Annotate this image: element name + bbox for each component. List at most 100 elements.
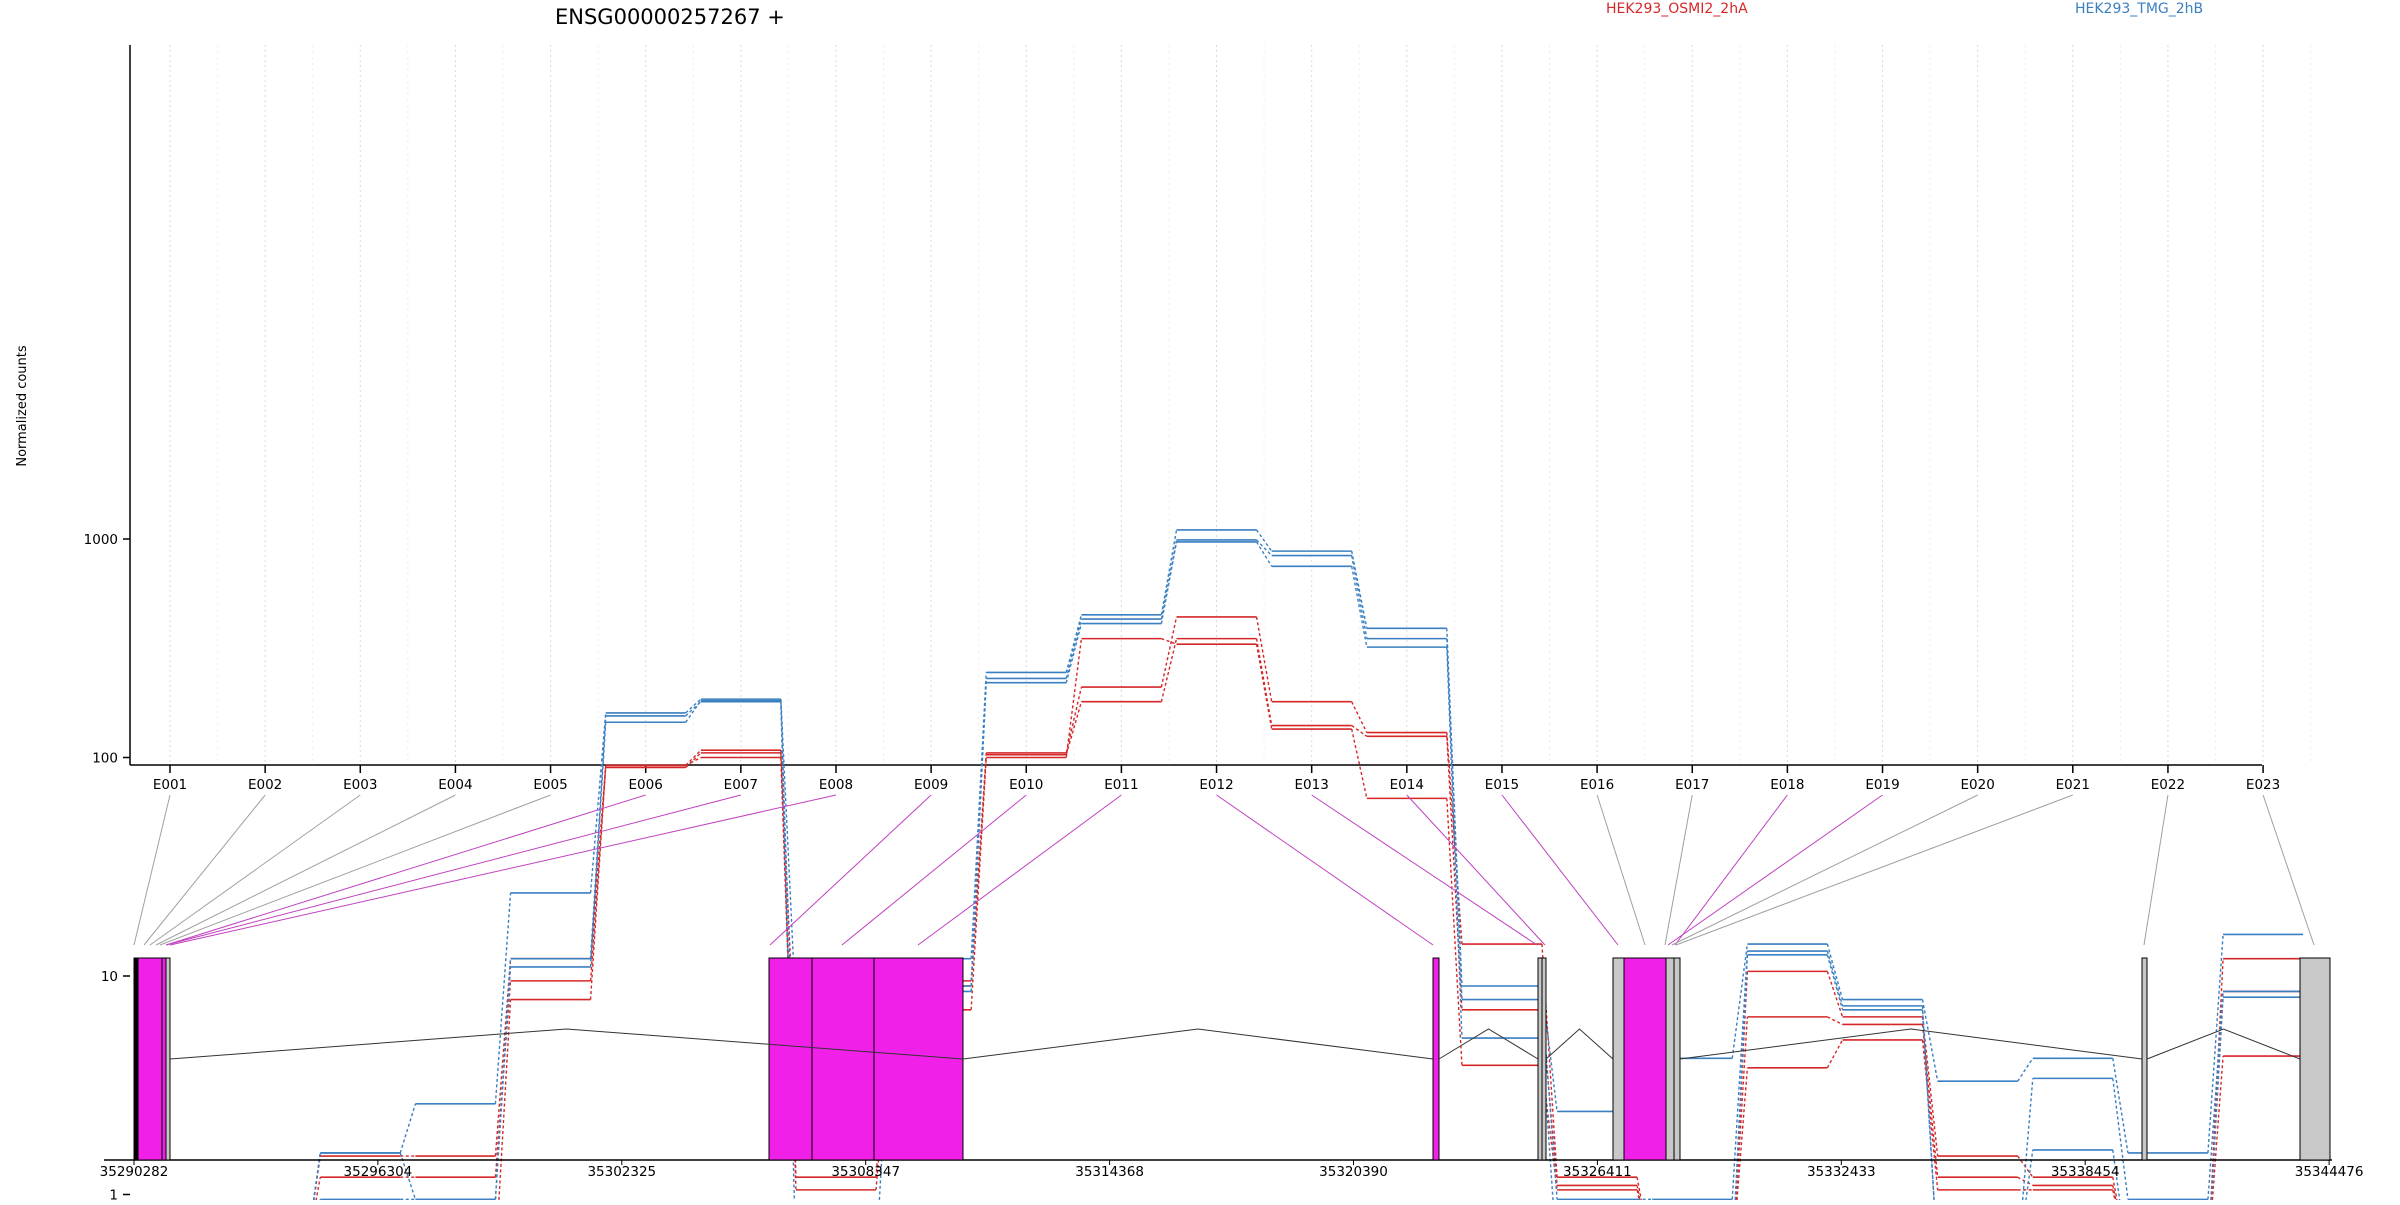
gene-model: 35290282 35296304 35302325 35308347 35314368…	[100, 957, 2363, 1180]
series-connector	[1446, 647, 1463, 1039]
series-connector	[589, 715, 607, 959]
exon-connector	[1675, 794, 2073, 946]
coordinate-label: 35332433	[1807, 1164, 1876, 1180]
exon-connector	[1596, 794, 1646, 946]
series-connector	[1636, 1185, 1642, 1205]
series-connector	[314, 1177, 321, 1205]
coordinate-label: 35302325	[587, 1164, 656, 1180]
coordinate-label: 35296304	[344, 1164, 413, 1180]
intron-line	[1679, 1028, 2143, 1060]
exon-block	[1673, 957, 1681, 1161]
exon-connector	[165, 794, 741, 946]
x-tick-label: E016	[1580, 777, 1614, 793]
series-connector	[2207, 991, 2224, 1200]
x-tick-label: E023	[2246, 777, 2280, 793]
legend-label-osmi2: HEK293_OSMI2_2hA	[1606, 1, 1748, 17]
x-tick-label: E019	[1865, 777, 1899, 793]
exon-block	[873, 957, 964, 1161]
exon-block	[161, 957, 167, 1161]
series-connector	[1826, 1039, 1844, 1069]
series-connector	[970, 682, 987, 992]
intron-line	[1545, 1028, 1614, 1060]
y-tick-label: 100	[92, 751, 118, 767]
x-tick-label: E015	[1485, 777, 1519, 793]
series-connector	[1446, 732, 1463, 945]
series-connector	[1731, 951, 1749, 1200]
exon-block	[1541, 957, 1547, 1161]
exon-block	[2141, 957, 2148, 1161]
x-tick-label: E012	[1199, 777, 1233, 793]
series-connector	[1921, 1039, 1939, 1190]
series-connector	[1255, 616, 1273, 702]
series-connector	[1826, 954, 1844, 1011]
exon-connector-lines	[133, 794, 2315, 946]
series-connector	[685, 752, 702, 769]
coordinate-label: 35308347	[831, 1164, 900, 1180]
exon-block	[1612, 957, 1625, 1161]
series-connector	[1350, 550, 1368, 629]
exon-block	[1623, 957, 1667, 1161]
intron-line	[1438, 1028, 1539, 1060]
exon-connector	[159, 794, 551, 946]
x-tick-label: E017	[1675, 777, 1709, 793]
exon-connector	[149, 794, 361, 946]
y-tick-label: 10	[101, 969, 118, 985]
y-axis-label: Normalized counts	[15, 345, 30, 467]
series-connector	[1255, 541, 1273, 567]
series-connector	[494, 966, 512, 1200]
exon-block	[165, 957, 171, 1161]
series-connector	[1734, 954, 1749, 1205]
series-connector	[1826, 971, 1844, 1018]
x-tick-label: E022	[2151, 777, 2185, 793]
series-connector	[1921, 999, 1939, 1082]
series-connector	[2112, 1058, 2129, 1154]
series-connector	[2017, 1176, 2034, 1187]
exon-connector	[169, 794, 837, 946]
legend-label-tmg: HEK293_TMG_2hB	[2075, 1, 2203, 17]
exon-block	[811, 957, 875, 1161]
exon-connector	[165, 794, 646, 946]
exon-connector	[155, 794, 456, 946]
exon-connector	[1501, 794, 1619, 946]
series-connector	[1350, 728, 1368, 799]
series-connector	[1826, 943, 1844, 1000]
series-connector	[2021, 1078, 2034, 1205]
series-connector	[1255, 644, 1273, 730]
x-tick-label: E011	[1104, 777, 1138, 793]
series-connector	[685, 756, 702, 767]
series-connector	[685, 749, 702, 766]
series-connector	[312, 1152, 321, 1205]
series-connector	[1921, 1024, 1939, 1178]
series-connector	[1827, 1016, 1843, 1026]
series-connector	[589, 712, 607, 893]
x-tick-label: E014	[1390, 777, 1424, 793]
axes: 1 10 100 1000 E001 E002 E003 E004 E005 E006 E007 E0…	[84, 45, 2280, 1204]
series-connector	[2210, 958, 2224, 1205]
x-tick-label: E020	[1961, 777, 1995, 793]
gridlines	[169, 45, 2312, 765]
coordinate-label: 35338454	[2051, 1164, 2120, 1180]
exon-connector	[1667, 794, 1883, 946]
series-connector	[685, 698, 702, 714]
x-tick-label: E018	[1770, 777, 1804, 793]
series-connector	[1826, 950, 1844, 1007]
coordinate-label: 35320390	[1319, 1164, 1388, 1180]
exon-connector	[1674, 794, 1788, 946]
exon-connector	[143, 794, 266, 946]
exon-connector	[1664, 794, 1693, 946]
series-connector	[685, 700, 702, 723]
series-connector	[1541, 985, 1558, 1112]
exon-connector	[2143, 794, 2169, 946]
series-connector	[1351, 701, 1368, 733]
series-connector	[1065, 686, 1083, 754]
series-connector	[589, 765, 607, 1000]
series-connector	[1541, 1065, 1558, 1190]
intron-line	[169, 1028, 964, 1060]
intron-line	[2146, 1028, 2301, 1060]
series-connector	[1350, 566, 1368, 648]
series-connector	[589, 722, 607, 967]
series-connector	[1161, 637, 1177, 645]
y-tick-label: 1	[109, 1188, 118, 1201]
